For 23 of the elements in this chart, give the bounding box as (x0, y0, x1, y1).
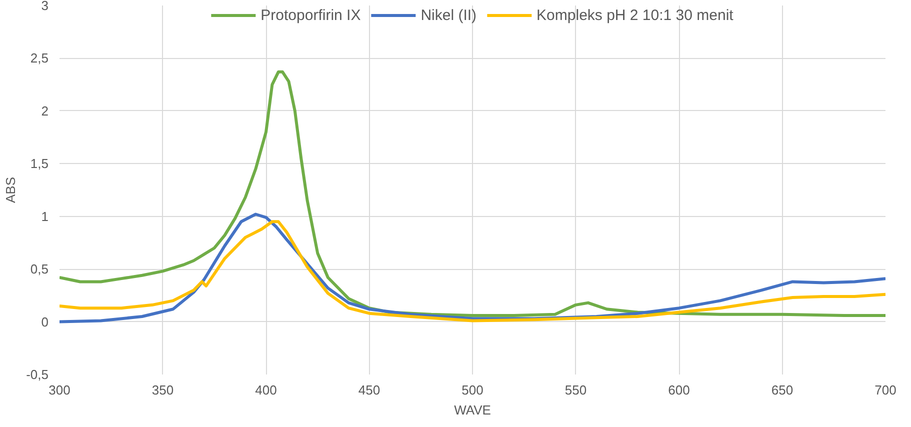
y-tick-label: 2,5 (30, 50, 49, 66)
x-tick-label: 600 (668, 382, 690, 398)
x-tick-label: 450 (358, 382, 380, 398)
x-tick-label: 350 (152, 382, 174, 398)
y-tick-label: -0,5 (26, 367, 49, 382)
legend-label: Protoporfirin IX (260, 6, 361, 24)
x-tick-label: 650 (771, 382, 794, 398)
y-tick-label: 0,5 (30, 262, 49, 277)
y-tick-label: 1,5 (30, 156, 49, 172)
y-tick-label: 0 (41, 314, 49, 330)
x-tick-label: 300 (48, 382, 70, 398)
y-axis-title: ABS (3, 176, 18, 204)
y-tick-label: 3 (41, 0, 49, 13)
legend-label: Kompleks pH 2 10:1 30 menit (536, 6, 734, 24)
legend-label: Nikel (II) (420, 6, 477, 24)
x-tick-label: 400 (255, 382, 277, 398)
y-tick-label: 2 (41, 103, 49, 118)
x-tick-label: 550 (564, 382, 587, 398)
x-axis-title: WAVE (454, 402, 492, 418)
line-series (60, 70, 886, 317)
x-tick-label: 500 (462, 382, 484, 398)
y-tick-label: 1 (41, 208, 49, 224)
x-tick-label: 700 (874, 382, 896, 398)
